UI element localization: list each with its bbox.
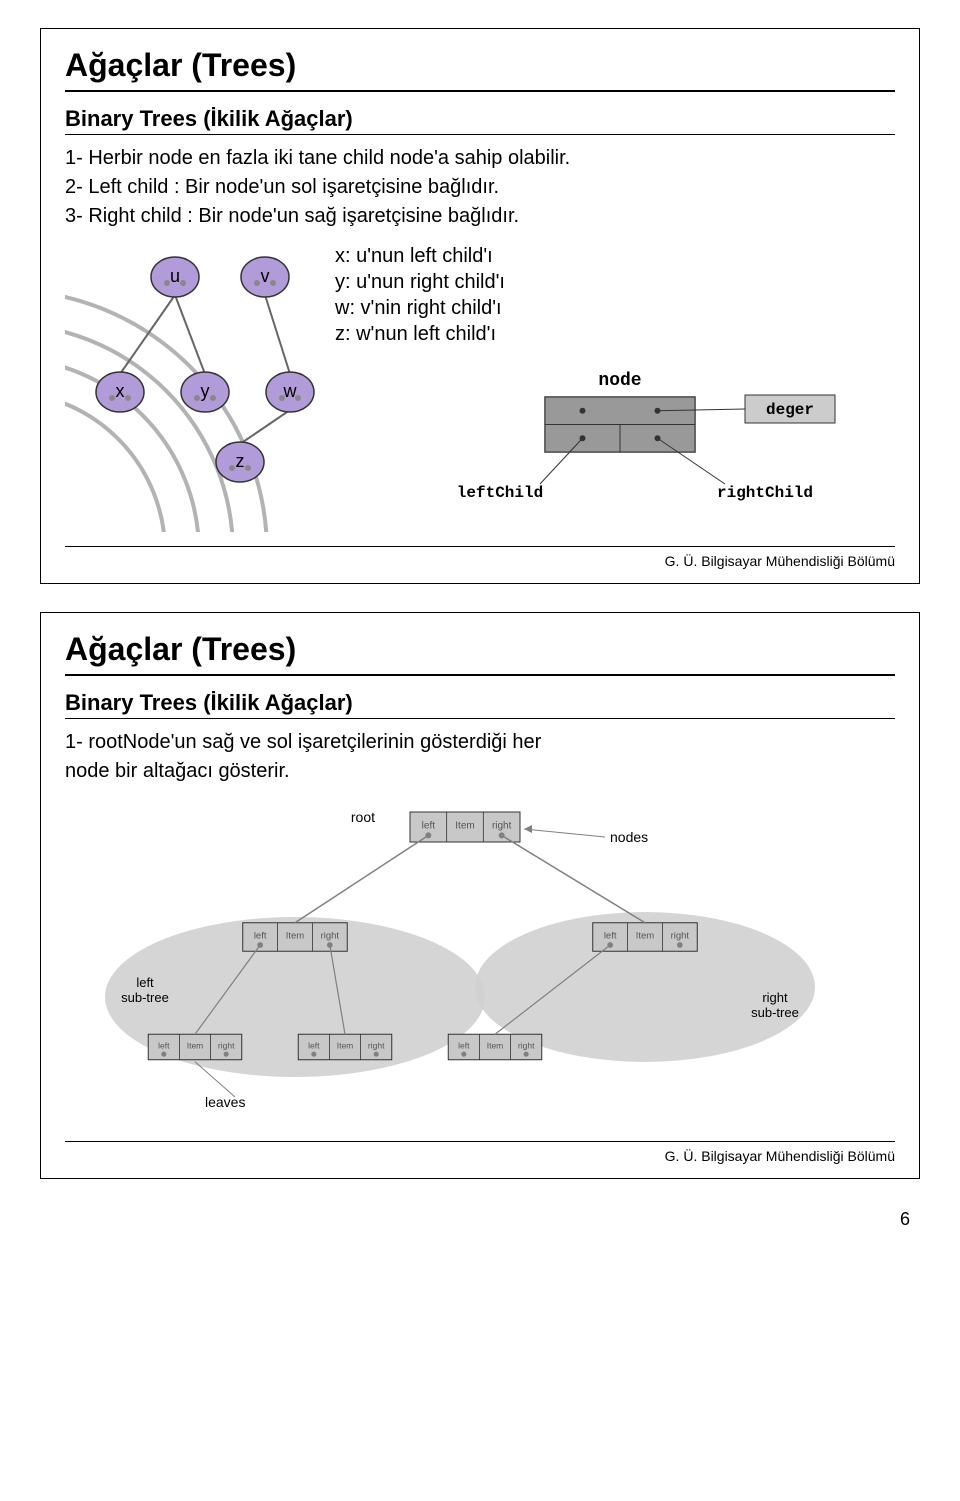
svg-text:y: y	[201, 381, 210, 401]
slide1-footer: G. Ü. Bilgisayar Mühendisliği Bölümü	[65, 546, 895, 569]
slide1-subtitle: Binary Trees (İkilik Ağaçlar)	[65, 106, 895, 132]
svg-text:Item: Item	[487, 1040, 504, 1050]
svg-text:x: x	[116, 381, 125, 401]
svg-text:v: v	[261, 266, 270, 286]
svg-text:left: left	[422, 821, 436, 832]
svg-text:w: v'nin right child'ı: w: v'nin right child'ı	[334, 297, 502, 319]
slide1-title: Ağaçlar (Trees)	[65, 47, 895, 84]
slide2-diagram: left Item right root nodes left Item right left I…	[65, 787, 885, 1127]
svg-text:left: left	[604, 930, 617, 941]
slide2-subtitle: Binary Trees (İkilik Ağaçlar)	[65, 690, 895, 716]
divider	[65, 674, 895, 676]
svg-text:root: root	[351, 809, 375, 825]
svg-text:right: right	[218, 1040, 235, 1050]
svg-text:right: right	[368, 1040, 385, 1050]
slide-1: Ağaçlar (Trees) Binary Trees (İkilik Ağa…	[40, 28, 920, 584]
svg-text:node: node	[598, 371, 641, 391]
svg-text:left: left	[458, 1040, 470, 1050]
slide-2: Ağaçlar (Trees) Binary Trees (İkilik Ağa…	[40, 612, 920, 1179]
svg-text:Item: Item	[455, 821, 474, 832]
svg-text:z: z	[236, 451, 245, 471]
slide1-diagram: u v x y w z x: u'nun left child'ı y: u'nun righ…	[65, 232, 885, 532]
svg-text:right: right	[321, 930, 340, 941]
svg-text:y: u'nun right child'ı: y: u'nun right child'ı	[335, 271, 505, 293]
slide1-line-3: 3- Right child : Bir node'un sağ işaretç…	[65, 203, 895, 230]
svg-text:Item: Item	[286, 930, 305, 941]
svg-text:left: left	[308, 1040, 320, 1050]
slide2-line-1: 1- rootNode'un sağ ve sol işaretçilerini…	[65, 729, 895, 756]
svg-text:sub-tree: sub-tree	[751, 1005, 799, 1020]
svg-text:Item: Item	[187, 1040, 204, 1050]
svg-text:left: left	[158, 1040, 170, 1050]
page-number: 6	[0, 1209, 910, 1230]
divider	[65, 90, 895, 92]
svg-text:sub-tree: sub-tree	[121, 990, 169, 1005]
divider	[65, 134, 895, 135]
svg-text:right: right	[671, 930, 690, 941]
svg-text:rightChild: rightChild	[717, 484, 813, 502]
svg-text:u: u	[170, 266, 180, 286]
slide1-line-1: 1- Herbir node en fazla iki tane child n…	[65, 145, 895, 172]
svg-text:right: right	[492, 821, 512, 832]
svg-text:nodes: nodes	[610, 829, 648, 845]
svg-text:Item: Item	[337, 1040, 354, 1050]
svg-text:x: u'nun left child'ı: x: u'nun left child'ı	[335, 245, 493, 267]
svg-text:leaves: leaves	[205, 1094, 245, 1110]
divider	[65, 718, 895, 719]
slide2-footer: G. Ü. Bilgisayar Mühendisliği Bölümü	[65, 1141, 895, 1164]
svg-text:w: w	[283, 381, 298, 401]
svg-text:leftChild: leftChild	[457, 484, 543, 502]
svg-text:left: left	[136, 975, 154, 990]
svg-text:z: w'nun left child'ı: z: w'nun left child'ı	[335, 323, 496, 345]
slide2-title: Ağaçlar (Trees)	[65, 631, 895, 668]
svg-text:left: left	[254, 930, 267, 941]
svg-text:Item: Item	[636, 930, 655, 941]
svg-text:deger: deger	[766, 401, 814, 419]
svg-text:right: right	[762, 990, 788, 1005]
svg-text:right: right	[518, 1040, 535, 1050]
slide2-line-2: node bir altağacı gösterir.	[65, 758, 895, 785]
slide1-line-2: 2- Left child : Bir node'un sol işaretçi…	[65, 174, 895, 201]
